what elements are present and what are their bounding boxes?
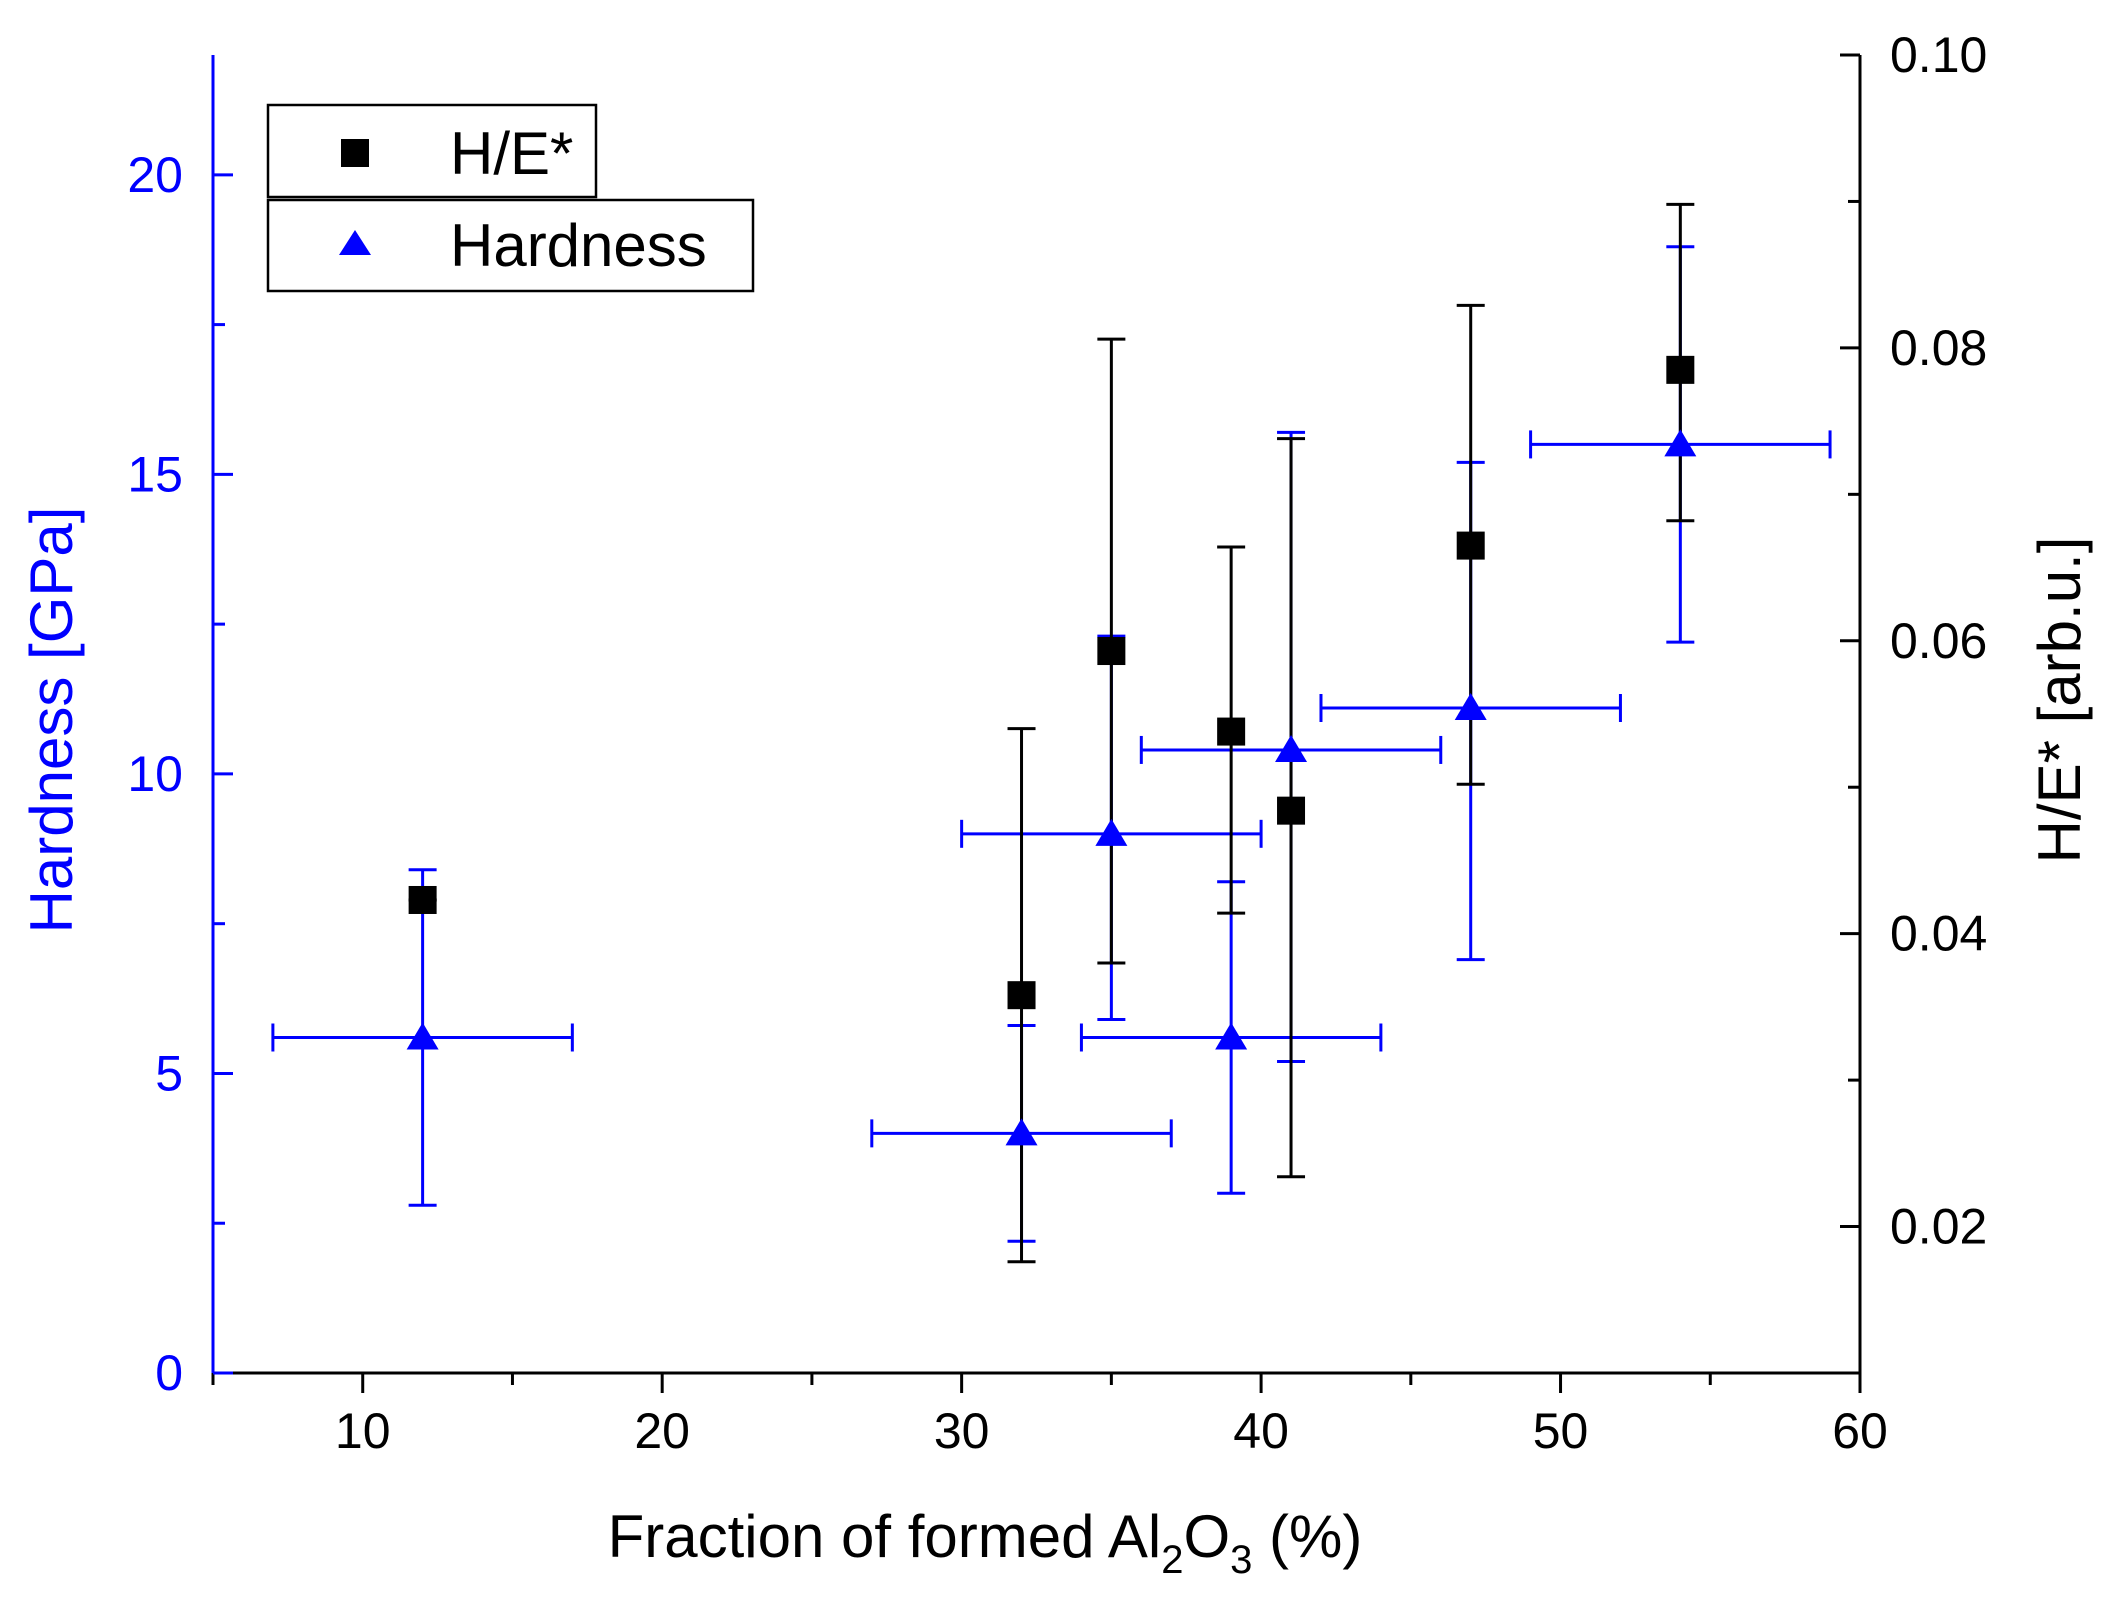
- hardness-point: [406, 1022, 439, 1050]
- hardness-point: [1454, 693, 1487, 721]
- he-point: [1007, 981, 1036, 1010]
- he-point: [1456, 531, 1485, 560]
- y-right-tick-label: 0.04: [1890, 906, 1987, 962]
- legend-marker-square: [341, 139, 369, 167]
- x-axis-title-sub-2: 3: [1230, 1538, 1252, 1582]
- legend-box-1: [266, 103, 598, 199]
- he-point: [1666, 355, 1695, 384]
- x-axis-title-part-2: O: [1183, 1503, 1230, 1570]
- legend-label-hardness: Hardness: [450, 212, 707, 279]
- he-point: [408, 885, 437, 914]
- y-right-axis-title: H/E* [arb.u.]: [2026, 537, 2093, 864]
- x-tick-label: 60: [1832, 1403, 1888, 1459]
- y-left-tick-label: 20: [127, 147, 183, 203]
- y-left-tick-label: 5: [155, 1045, 183, 1101]
- x-tick-label: 10: [335, 1403, 391, 1459]
- y-left-axis-title: Hardness [GPa]: [18, 507, 85, 934]
- y-right-tick-label: 0.10: [1890, 27, 1987, 83]
- x-axis-title: Fraction of formed Al2O3 (%): [608, 1503, 1363, 1582]
- he-point: [1217, 717, 1246, 746]
- y-right-tick-label: 0.06: [1890, 613, 1987, 669]
- x-axis-title-sub-1: 2: [1161, 1538, 1183, 1582]
- y-left-tick-label: 0: [155, 1345, 183, 1401]
- axes-layer: 10 20 30 40 50 60 0 5 10 15 20 0.02 0.04 0.06 0.08 0.10: [127, 27, 1987, 1459]
- y-right-tick-label: 0.02: [1890, 1199, 1987, 1255]
- x-tick-label: 40: [1233, 1403, 1289, 1459]
- x-axis-title-part-1: Fraction of formed Al: [608, 1503, 1162, 1570]
- hardness-point: [1664, 429, 1697, 457]
- he-point: [1097, 637, 1126, 666]
- y-right-tick-label: 0.08: [1890, 320, 1987, 376]
- x-tick-label: 30: [934, 1403, 990, 1459]
- x-tick-label: 20: [634, 1403, 690, 1459]
- hardness-point: [1275, 734, 1308, 762]
- y-left-tick-label: 15: [127, 446, 183, 502]
- series-layer: [271, 202, 1832, 1264]
- legend: H/E* Hardness: [266, 103, 755, 293]
- x-axis-title-part-3: (%): [1252, 1503, 1362, 1570]
- hardness-point: [1095, 818, 1128, 846]
- hardness-point: [1215, 1022, 1248, 1050]
- he-point: [1277, 796, 1306, 825]
- legend-label-he: H/E*: [450, 120, 573, 187]
- x-tick-label: 50: [1533, 1403, 1589, 1459]
- hardness-point: [1005, 1118, 1038, 1146]
- y-left-tick-label: 10: [127, 746, 183, 802]
- legend-marker-triangle: [339, 230, 371, 255]
